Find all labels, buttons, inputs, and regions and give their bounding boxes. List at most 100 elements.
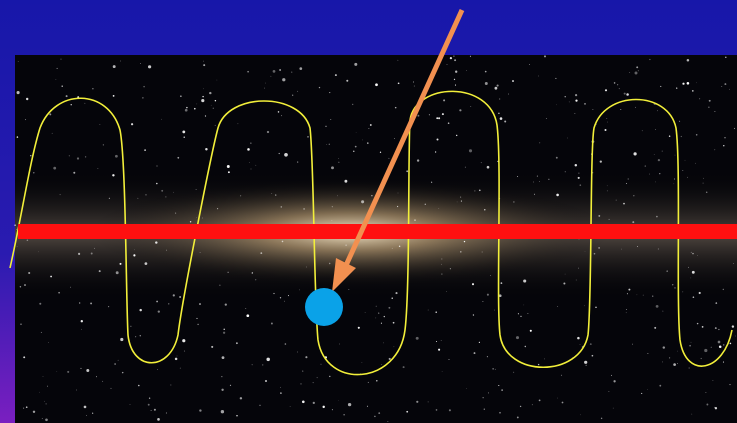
star [524,345,527,348]
star [659,173,661,175]
star [469,55,471,57]
star [655,128,656,130]
star [280,386,281,388]
star [441,113,444,116]
star [375,83,378,87]
star [226,165,230,168]
star [537,75,539,77]
star [80,367,82,369]
star [455,70,458,73]
star [80,320,83,323]
star [657,110,658,112]
star [221,388,224,391]
star [484,70,487,73]
star [68,155,70,157]
star [438,348,441,351]
star [90,302,93,305]
wave [9,90,733,376]
star [25,97,29,101]
star [379,151,382,153]
star [606,185,608,187]
star [199,251,201,253]
red-line [18,224,737,239]
star [166,249,167,251]
star [529,64,530,65]
star [513,371,515,373]
star [584,103,586,105]
star [453,55,455,57]
star [33,172,35,174]
star [279,297,282,299]
star [567,137,568,139]
star [539,142,541,144]
star [236,415,238,417]
star [436,341,437,342]
star [402,366,405,369]
star [589,343,592,346]
star [179,367,181,369]
star [701,326,704,328]
star [392,321,395,324]
star [217,208,219,210]
star [331,409,333,411]
star [606,190,608,192]
star [157,368,159,370]
star [724,137,726,139]
star [705,191,708,194]
star [297,90,299,92]
star [504,120,507,123]
star [264,87,266,89]
star [145,194,147,196]
star [329,262,331,265]
star [691,270,695,274]
star [434,151,437,153]
star [600,417,603,420]
star [364,312,366,313]
star [222,331,226,334]
star [595,306,597,308]
star [184,108,188,112]
star [24,119,27,121]
star [449,56,453,60]
star [26,239,29,241]
star [577,176,580,179]
star [378,412,381,414]
star [92,88,94,90]
star [529,329,532,332]
star [537,363,540,366]
star [73,171,76,174]
star [438,117,441,120]
star [139,335,141,337]
star [686,82,690,85]
star [453,78,456,81]
star [661,150,663,152]
star [255,279,257,281]
star [533,181,535,183]
star [148,397,151,399]
star [395,292,398,295]
star [441,273,443,275]
star [79,302,81,304]
star [413,81,414,83]
star [484,209,486,211]
star [679,120,681,122]
star [579,184,582,186]
star [424,203,426,205]
star [60,58,62,60]
star [99,123,101,125]
star [695,162,696,164]
star [435,311,437,313]
star [625,309,627,310]
star [380,322,382,324]
star [714,327,717,330]
star [416,400,419,403]
star [456,134,458,137]
star [326,144,328,145]
star [312,382,314,384]
star [194,107,196,110]
star [656,215,658,218]
star [229,384,232,387]
star [698,291,701,295]
star [446,64,448,65]
star [696,82,698,84]
